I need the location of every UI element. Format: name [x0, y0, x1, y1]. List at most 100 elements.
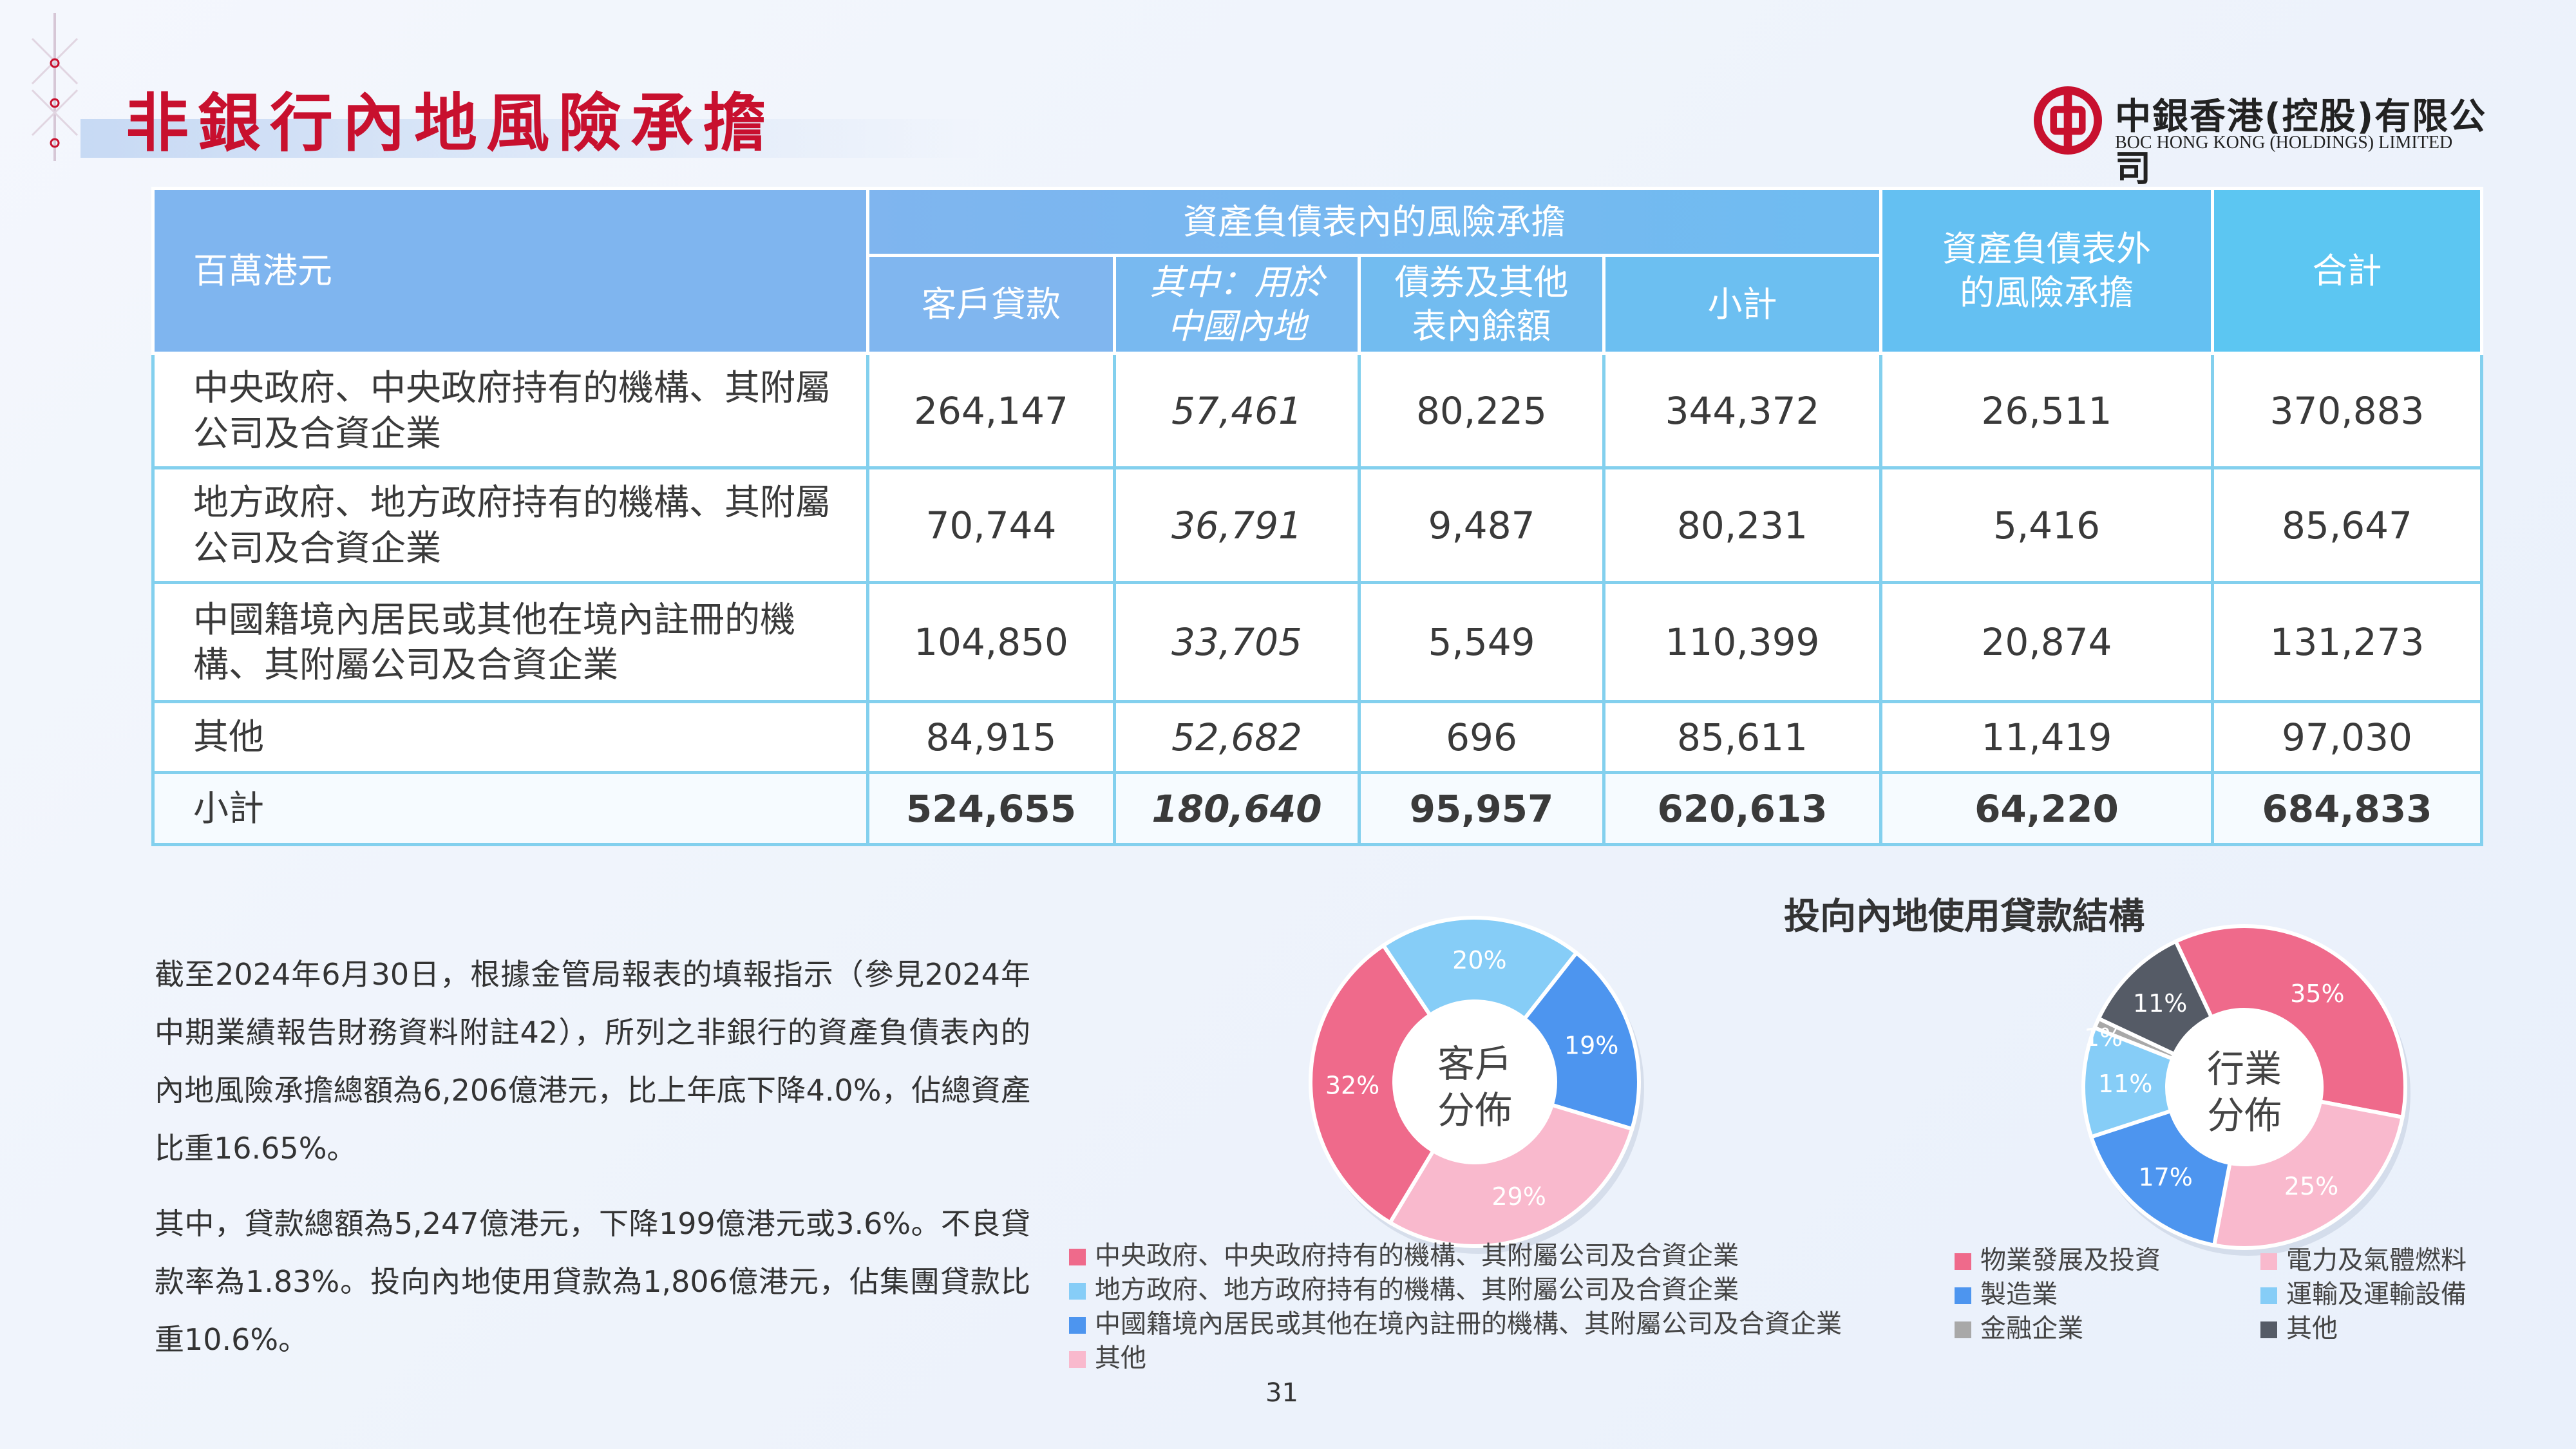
legend-item: 中央政府、中央政府持有的機構、其附屬公司及合資企業	[1069, 1239, 1842, 1273]
customer-loans-header: 客戶貸款	[866, 254, 1116, 355]
legend-item: 製造業	[1955, 1278, 2161, 1312]
off-balance-header: 資產負債表外的風險承擔	[1879, 187, 2214, 355]
table-row: 中央政府、中央政府持有的機構、其附屬公司及合資企業 264,147 57,461…	[151, 352, 2483, 469]
legend-label: 電力及氣體燃料	[2286, 1245, 2467, 1275]
legend-swatch	[1069, 1249, 1086, 1265]
title-underline-bar	[80, 119, 982, 158]
data-label: 20%	[1452, 946, 1506, 974]
legend-swatch	[1955, 1321, 1971, 1338]
row-label: 中國籍境內居民或其他在境內註冊的機構、其附屬公司及合資企業	[151, 581, 869, 703]
table-cell: 70,744	[866, 466, 1116, 584]
data-label: 17%	[2138, 1163, 2192, 1191]
industry-legend-left: 物業發展及投資 製造業 金融企業	[1955, 1244, 2161, 1346]
legend-item: 地方政府、地方政府持有的機構、其附屬公司及合資企業	[1069, 1273, 1842, 1307]
legend-item: 金融企業	[1955, 1312, 2161, 1346]
exposure-table: 百萬港元 資產負債表內的風險承擔 資產負債表外的風險承擔 合計 客戶貸款 其中：…	[151, 187, 2483, 846]
donut-slice	[2088, 1108, 2233, 1248]
table-row: 其他 84,915 52,682 696 85,611 11,419 97,03…	[151, 700, 2483, 774]
table-cell: 33,705	[1113, 581, 1361, 703]
donut-slice	[1387, 1103, 1635, 1248]
chart-title: 投向內地使用貸款結構	[1784, 896, 2145, 938]
legend-label: 地方政府、地方政府持有的機構、其附屬公司及合資企業	[1095, 1275, 1739, 1305]
table-row: 中國籍境內居民或其他在境內註冊的機構、其附屬公司及合資企業 104,850 33…	[151, 581, 2483, 703]
summary-paragraph: 其中，貸款總額為5,247億港元，下降199億港元或3.6%。不良貸款率為1.8…	[155, 1206, 1030, 1357]
customer-legend: 中央政府、中央政府持有的機構、其附屬公司及合資企業 地方政府、地方政府持有的機構…	[1069, 1239, 1842, 1376]
data-label: 11%	[2098, 1070, 2152, 1098]
legend-swatch	[1955, 1287, 1971, 1304]
table-total-row: 小計 524,655 180,640 95,957 620,613 64,220…	[151, 771, 2483, 846]
legend-label: 製造業	[1980, 1280, 2058, 1309]
table-cell: 26,511	[1879, 352, 2214, 469]
table-cell: 620,613	[1602, 771, 1882, 846]
donut-slice	[1522, 950, 1641, 1132]
donut-slice	[2211, 1099, 2405, 1250]
legend-label: 其他	[2286, 1314, 2338, 1343]
table-cell: 52,682	[1113, 700, 1361, 774]
donut-slice	[1381, 916, 1580, 1022]
table-cell: 370,883	[2211, 352, 2483, 469]
legend-swatch	[2260, 1253, 2277, 1270]
legend-item: 其他	[2260, 1312, 2467, 1346]
table-cell: 5,416	[1879, 466, 2214, 584]
logo-english-name: BOC HONG KONG (HOLDINGS) LIMITED	[2115, 133, 2453, 153]
table-cell: 110,399	[1602, 581, 1882, 703]
legend-item: 運輸及運輸設備	[2260, 1278, 2467, 1312]
bonds-header: 債券及其他表內餘額	[1358, 254, 1605, 355]
logo-chinese-name: 中銀香港(控股)有限公司	[2115, 96, 2487, 190]
data-label: 32%	[1325, 1072, 1379, 1100]
donut-center-label: 分佈	[2207, 1094, 2282, 1137]
donut-center-label: 客戶	[1437, 1042, 1512, 1086]
data-label: 11%	[2133, 989, 2187, 1018]
table-cell: 95,957	[1358, 771, 1605, 846]
table-row: 地方政府、地方政府持有的機構、其附屬公司及合資企業 70,744 36,791 …	[151, 466, 2483, 584]
legend-item: 物業發展及投資	[1955, 1244, 2161, 1278]
table-cell: 97,030	[2211, 700, 2483, 774]
table-cell: 131,273	[2211, 581, 2483, 703]
legend-label: 中央政府、中央政府持有的機構、其附屬公司及合資企業	[1095, 1241, 1739, 1271]
table-cell: 20,874	[1879, 581, 2214, 703]
legend-swatch	[1069, 1317, 1086, 1334]
table-cell: 104,850	[866, 581, 1116, 703]
legend-swatch	[1069, 1283, 1086, 1300]
row-label: 中央政府、中央政府持有的機構、其附屬公司及合資企業	[151, 352, 869, 469]
donut-slice	[2173, 924, 2407, 1120]
legend-label: 中國籍境內居民或其他在境內註冊的機構、其附屬公司及合資企業	[1095, 1309, 1842, 1339]
table-cell: 264,147	[866, 352, 1116, 469]
table-cell: 180,640	[1113, 771, 1361, 846]
donut-hole	[1396, 1003, 1554, 1161]
legend-label: 物業發展及投資	[1980, 1245, 2161, 1275]
table-cell: 84,915	[866, 700, 1116, 774]
data-label: 35%	[2290, 980, 2344, 1008]
data-label: 25%	[2284, 1172, 2338, 1200]
donut-slice	[2096, 938, 2214, 1057]
page-number: 31	[1265, 1378, 1298, 1408]
table-cell: 80,225	[1358, 352, 1605, 469]
on-balance-sheet-group-header: 資產負債表內的風險承擔	[866, 187, 1882, 257]
legend-swatch	[2260, 1321, 2277, 1338]
legend-label: 其他	[1095, 1343, 1146, 1373]
boc-logo-icon	[2034, 86, 2102, 155]
legend-item: 電力及氣體燃料	[2260, 1244, 2467, 1278]
data-label: 19%	[1564, 1032, 1618, 1060]
table-cell: 85,611	[1602, 700, 1882, 774]
decorative-pattern	[31, 13, 79, 161]
legend-label: 金融企業	[1980, 1314, 2083, 1343]
table-cell: 5,549	[1358, 581, 1605, 703]
legend-swatch	[2260, 1287, 2277, 1304]
table-cell: 64,220	[1879, 771, 2214, 846]
legend-item: 其他	[1069, 1341, 1842, 1376]
table-cell: 57,461	[1113, 352, 1361, 469]
subtotal-header: 小計	[1602, 254, 1882, 355]
industry-legend-right: 電力及氣體燃料 運輸及運輸設備 其他	[2260, 1244, 2467, 1346]
legend-swatch	[1069, 1351, 1086, 1368]
table-cell: 11,419	[1879, 700, 2214, 774]
row-label: 小計	[151, 771, 869, 846]
donut-slice	[1309, 942, 1436, 1226]
legend-label: 運輸及運輸設備	[2286, 1280, 2467, 1309]
row-label: 其他	[151, 700, 869, 774]
unit-header: 百萬港元	[151, 187, 869, 355]
summary-paragraph: 截至2024年6月30日，根據金管局報表的填報指示（參見2024年中期業績報告財…	[155, 957, 1030, 1166]
mainland-use-header: 其中：用於中國內地	[1113, 254, 1361, 355]
